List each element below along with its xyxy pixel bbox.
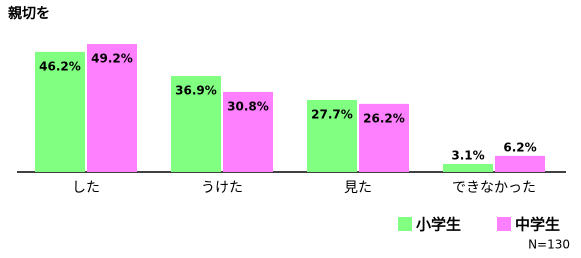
value-label: 26.2% — [363, 111, 405, 125]
x-tick-label: うけた — [201, 180, 243, 196]
value-label: 27.7% — [311, 107, 353, 121]
value-label: 6.2% — [503, 140, 536, 154]
bar — [35, 51, 85, 172]
value-label: 49.2% — [91, 52, 133, 66]
bar — [359, 103, 409, 172]
x-tick-label: した — [72, 180, 100, 196]
chart-title: 親切を — [8, 5, 50, 22]
bar — [307, 99, 357, 172]
x-tick-label: できなかった — [452, 180, 536, 196]
value-label: 3.1% — [451, 148, 484, 162]
legend-label: 小学生 — [416, 216, 461, 234]
legend-swatch — [398, 217, 412, 231]
x-tick-label: 見た — [344, 180, 372, 196]
note: N=130 — [528, 238, 570, 252]
bar — [495, 155, 545, 172]
bar — [87, 44, 137, 172]
value-label: 46.2% — [39, 59, 81, 73]
value-label: 30.8% — [227, 99, 269, 113]
bar — [171, 76, 221, 172]
bar — [223, 91, 273, 172]
legend-label: 中学生 — [515, 216, 560, 234]
value-label: 36.9% — [175, 84, 217, 98]
legend-swatch — [497, 217, 511, 231]
bar — [443, 163, 493, 172]
